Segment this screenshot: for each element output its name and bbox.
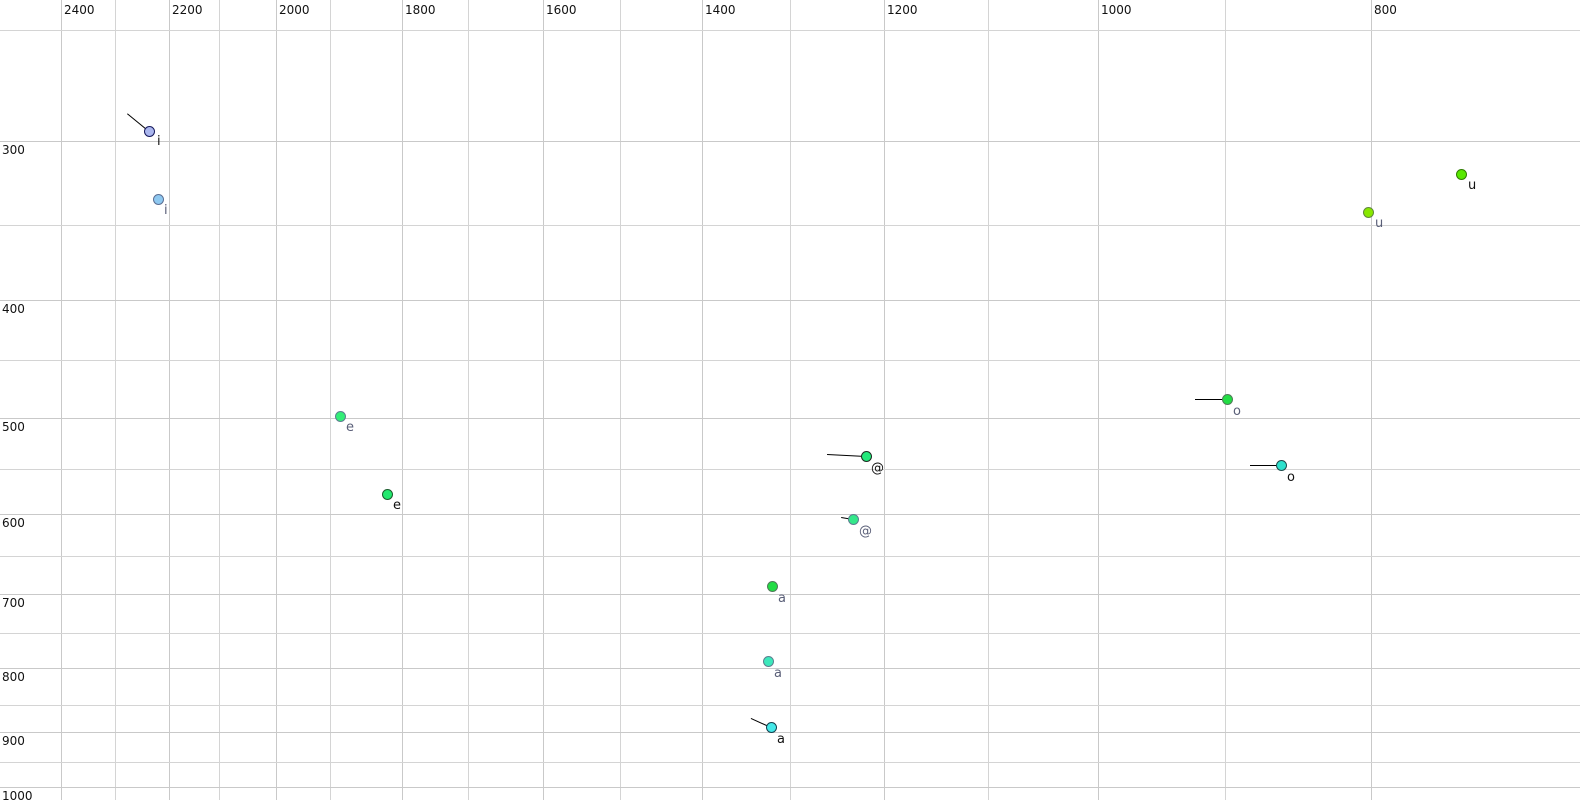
y-axis-tick-label: 600 bbox=[2, 516, 25, 530]
x-gridline-minor bbox=[219, 0, 220, 800]
x-gridline-major bbox=[276, 0, 277, 800]
data-point-a[interactable] bbox=[765, 721, 777, 733]
x-axis-tick-label: 1400 bbox=[705, 3, 736, 17]
y-gridline-major bbox=[0, 732, 1580, 733]
y-gridline-major bbox=[0, 418, 1580, 419]
y-gridline-major bbox=[0, 514, 1580, 515]
x-gridline-minor bbox=[115, 0, 116, 800]
data-point-label: a bbox=[778, 591, 786, 606]
x-axis-tick-label: 1800 bbox=[405, 3, 436, 17]
data-point-label: i bbox=[164, 203, 168, 218]
data-point-label: o bbox=[1287, 470, 1295, 485]
y-gridline-minor bbox=[0, 633, 1580, 634]
data-point-label: o bbox=[1233, 404, 1241, 419]
y-gridline-major bbox=[0, 594, 1580, 595]
data-point-label: i bbox=[157, 134, 161, 149]
data-point-label: e bbox=[393, 498, 401, 513]
data-point-u[interactable] bbox=[1455, 168, 1467, 180]
data-point-label: u bbox=[1468, 178, 1477, 193]
y-gridline-minor bbox=[0, 556, 1580, 557]
data-point-schwa[interactable] bbox=[847, 513, 859, 525]
x-axis-tick-label: 2400 bbox=[64, 3, 95, 17]
x-axis-tick-label: 800 bbox=[1374, 3, 1397, 17]
y-gridline-minor bbox=[0, 469, 1580, 470]
y-axis-tick-label: 300 bbox=[2, 143, 25, 157]
x-gridline-minor bbox=[330, 0, 331, 800]
x-gridline-major bbox=[884, 0, 885, 800]
x-axis-tick-label: 2000 bbox=[279, 3, 310, 17]
x-axis-tick-label: 2200 bbox=[172, 3, 203, 17]
x-gridline-minor bbox=[988, 0, 989, 800]
x-gridline-major bbox=[402, 0, 403, 800]
data-point-label: a bbox=[777, 732, 785, 747]
y-axis-tick-label: 900 bbox=[2, 734, 25, 748]
x-axis-tick-label: 1000 bbox=[1101, 3, 1132, 17]
data-point-schwa[interactable] bbox=[860, 450, 872, 462]
x-gridline-major bbox=[1371, 0, 1372, 800]
y-axis-tick-label: 800 bbox=[2, 670, 25, 684]
data-point-label: a bbox=[774, 666, 782, 681]
y-gridline-minor bbox=[0, 705, 1580, 706]
x-gridline-major bbox=[169, 0, 170, 800]
x-gridline-major bbox=[1098, 0, 1099, 800]
y-gridline-major bbox=[0, 141, 1580, 142]
y-gridline-major bbox=[0, 787, 1580, 788]
data-point-e[interactable] bbox=[381, 488, 393, 500]
data-point-a[interactable] bbox=[766, 580, 778, 592]
data-point-label: u bbox=[1375, 216, 1384, 231]
y-gridline-minor bbox=[0, 30, 1580, 31]
y-gridline-minor bbox=[0, 360, 1580, 361]
x-gridline-minor bbox=[620, 0, 621, 800]
data-point-u[interactable] bbox=[1362, 206, 1374, 218]
data-point-label: @ bbox=[871, 461, 884, 476]
y-axis-tick-label: 400 bbox=[2, 302, 25, 316]
data-point-i[interactable] bbox=[152, 193, 164, 205]
x-gridline-major bbox=[543, 0, 544, 800]
y-gridline-major bbox=[0, 300, 1580, 301]
data-point-o[interactable] bbox=[1275, 459, 1287, 471]
y-gridline-minor bbox=[0, 762, 1580, 763]
data-point-e[interactable] bbox=[334, 410, 346, 422]
x-axis-tick-label: 1600 bbox=[546, 3, 577, 17]
data-point-i[interactable] bbox=[143, 125, 155, 137]
y-gridline-minor bbox=[0, 225, 1580, 226]
x-gridline-major bbox=[702, 0, 703, 800]
x-gridline-major bbox=[61, 0, 62, 800]
data-point-a[interactable] bbox=[762, 655, 774, 667]
y-axis-tick-label: 500 bbox=[2, 420, 25, 434]
data-point-label: e bbox=[346, 420, 354, 435]
y-gridline-major bbox=[0, 668, 1580, 669]
data-point-o[interactable] bbox=[1221, 393, 1233, 405]
x-axis-tick-label: 1200 bbox=[887, 3, 918, 17]
x-gridline-minor bbox=[468, 0, 469, 800]
y-axis-tick-label: 1000 bbox=[2, 789, 33, 800]
data-point-label: @ bbox=[859, 524, 872, 539]
x-gridline-minor bbox=[790, 0, 791, 800]
y-axis-tick-label: 700 bbox=[2, 596, 25, 610]
